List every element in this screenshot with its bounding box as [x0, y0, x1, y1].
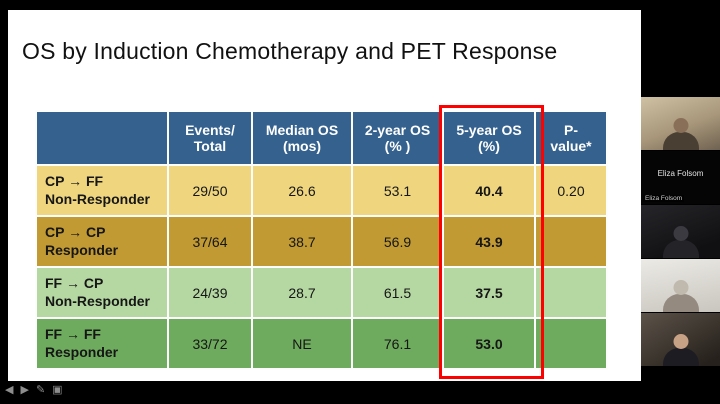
person-silhouette-head [673, 226, 688, 241]
cell-p-value [534, 266, 608, 319]
cell-events-total: 29/50 [167, 164, 253, 217]
header-events-total: Events/ Total [167, 110, 253, 166]
os-results-table: Events/ Total Median OS (mos) 2-year OS … [35, 110, 608, 370]
participants-panel: Eliza Folsom Eliza Folsom [641, 0, 720, 404]
row-label: FF → CP Non-Responder [35, 266, 169, 319]
next-slide-icon[interactable]: ▶ [20, 384, 29, 396]
header-5-year-os: 5-year OS (%) [442, 110, 536, 166]
person-silhouette-head [673, 280, 688, 295]
participant-tile[interactable] [641, 313, 720, 367]
cell-5-year-os: 43.9 [442, 215, 536, 268]
person-silhouette-head [673, 334, 688, 349]
cell-events-total: 33/72 [167, 317, 253, 370]
cell-5-year-os: 40.4 [442, 164, 536, 217]
row-label: CP → FF Non-Responder [35, 164, 169, 217]
presentation-slide: OS by Induction Chemotherapy and PET Res… [8, 10, 641, 381]
participant-tile[interactable]: Eliza Folsom Eliza Folsom [641, 151, 720, 205]
participant-tiles: Eliza Folsom Eliza Folsom [641, 97, 720, 367]
previous-slide-icon[interactable]: ◀ [5, 384, 14, 396]
table-header-row: Events/ Total Median OS (mos) 2-year OS … [35, 110, 608, 166]
person-silhouette [662, 348, 699, 366]
table-row: FF → CP Non-Responder 24/39 28.7 61.5 37… [35, 266, 608, 319]
slide-view-icon[interactable]: ▣ [52, 384, 63, 396]
table-row: CP → CP Responder 37/64 38.7 56.9 43.9 [35, 215, 608, 268]
cell-2-year-os: 56.9 [351, 215, 444, 268]
participant-tile[interactable] [641, 97, 720, 151]
cell-median-os: NE [251, 317, 353, 370]
cell-events-total: 37/64 [167, 215, 253, 268]
table-row: FF → FF Responder 33/72 NE 76.1 53.0 [35, 317, 608, 370]
header-blank [35, 110, 169, 166]
pen-icon[interactable]: ✎ [35, 384, 46, 396]
participant-display-name: Eliza Folsom [657, 169, 704, 178]
row-label: CP → CP Responder [35, 215, 169, 268]
cell-2-year-os: 76.1 [351, 317, 444, 370]
person-silhouette [662, 132, 699, 150]
cell-p-value: 0.20 [534, 164, 608, 217]
cell-2-year-os: 53.1 [351, 164, 444, 217]
cell-2-year-os: 61.5 [351, 266, 444, 319]
table-row: CP → FF Non-Responder 29/50 26.6 53.1 40… [35, 164, 608, 217]
cell-median-os: 38.7 [251, 215, 353, 268]
cell-median-os: 26.6 [251, 164, 353, 217]
header-median-os: Median OS (mos) [251, 110, 353, 166]
slide-title: OS by Induction Chemotherapy and PET Res… [22, 38, 558, 64]
participant-tile[interactable] [641, 259, 720, 313]
person-silhouette [662, 240, 699, 258]
participant-tile[interactable] [641, 205, 720, 259]
cell-p-value [534, 215, 608, 268]
person-silhouette [662, 294, 699, 312]
cell-5-year-os: 53.0 [442, 317, 536, 370]
person-silhouette-head [673, 118, 688, 133]
annotation-toolbar: ◀ ▶ ✎ ▣ [5, 384, 63, 396]
cell-events-total: 24/39 [167, 266, 253, 319]
row-label: FF → FF Responder [35, 317, 169, 370]
header-2-year-os: 2-year OS (% ) [351, 110, 444, 166]
cell-median-os: 28.7 [251, 266, 353, 319]
header-p-value: P- value* [534, 110, 608, 166]
participant-name-tag: Eliza Folsom [643, 195, 685, 202]
cell-p-value [534, 317, 608, 370]
cell-5-year-os: 37.5 [442, 266, 536, 319]
